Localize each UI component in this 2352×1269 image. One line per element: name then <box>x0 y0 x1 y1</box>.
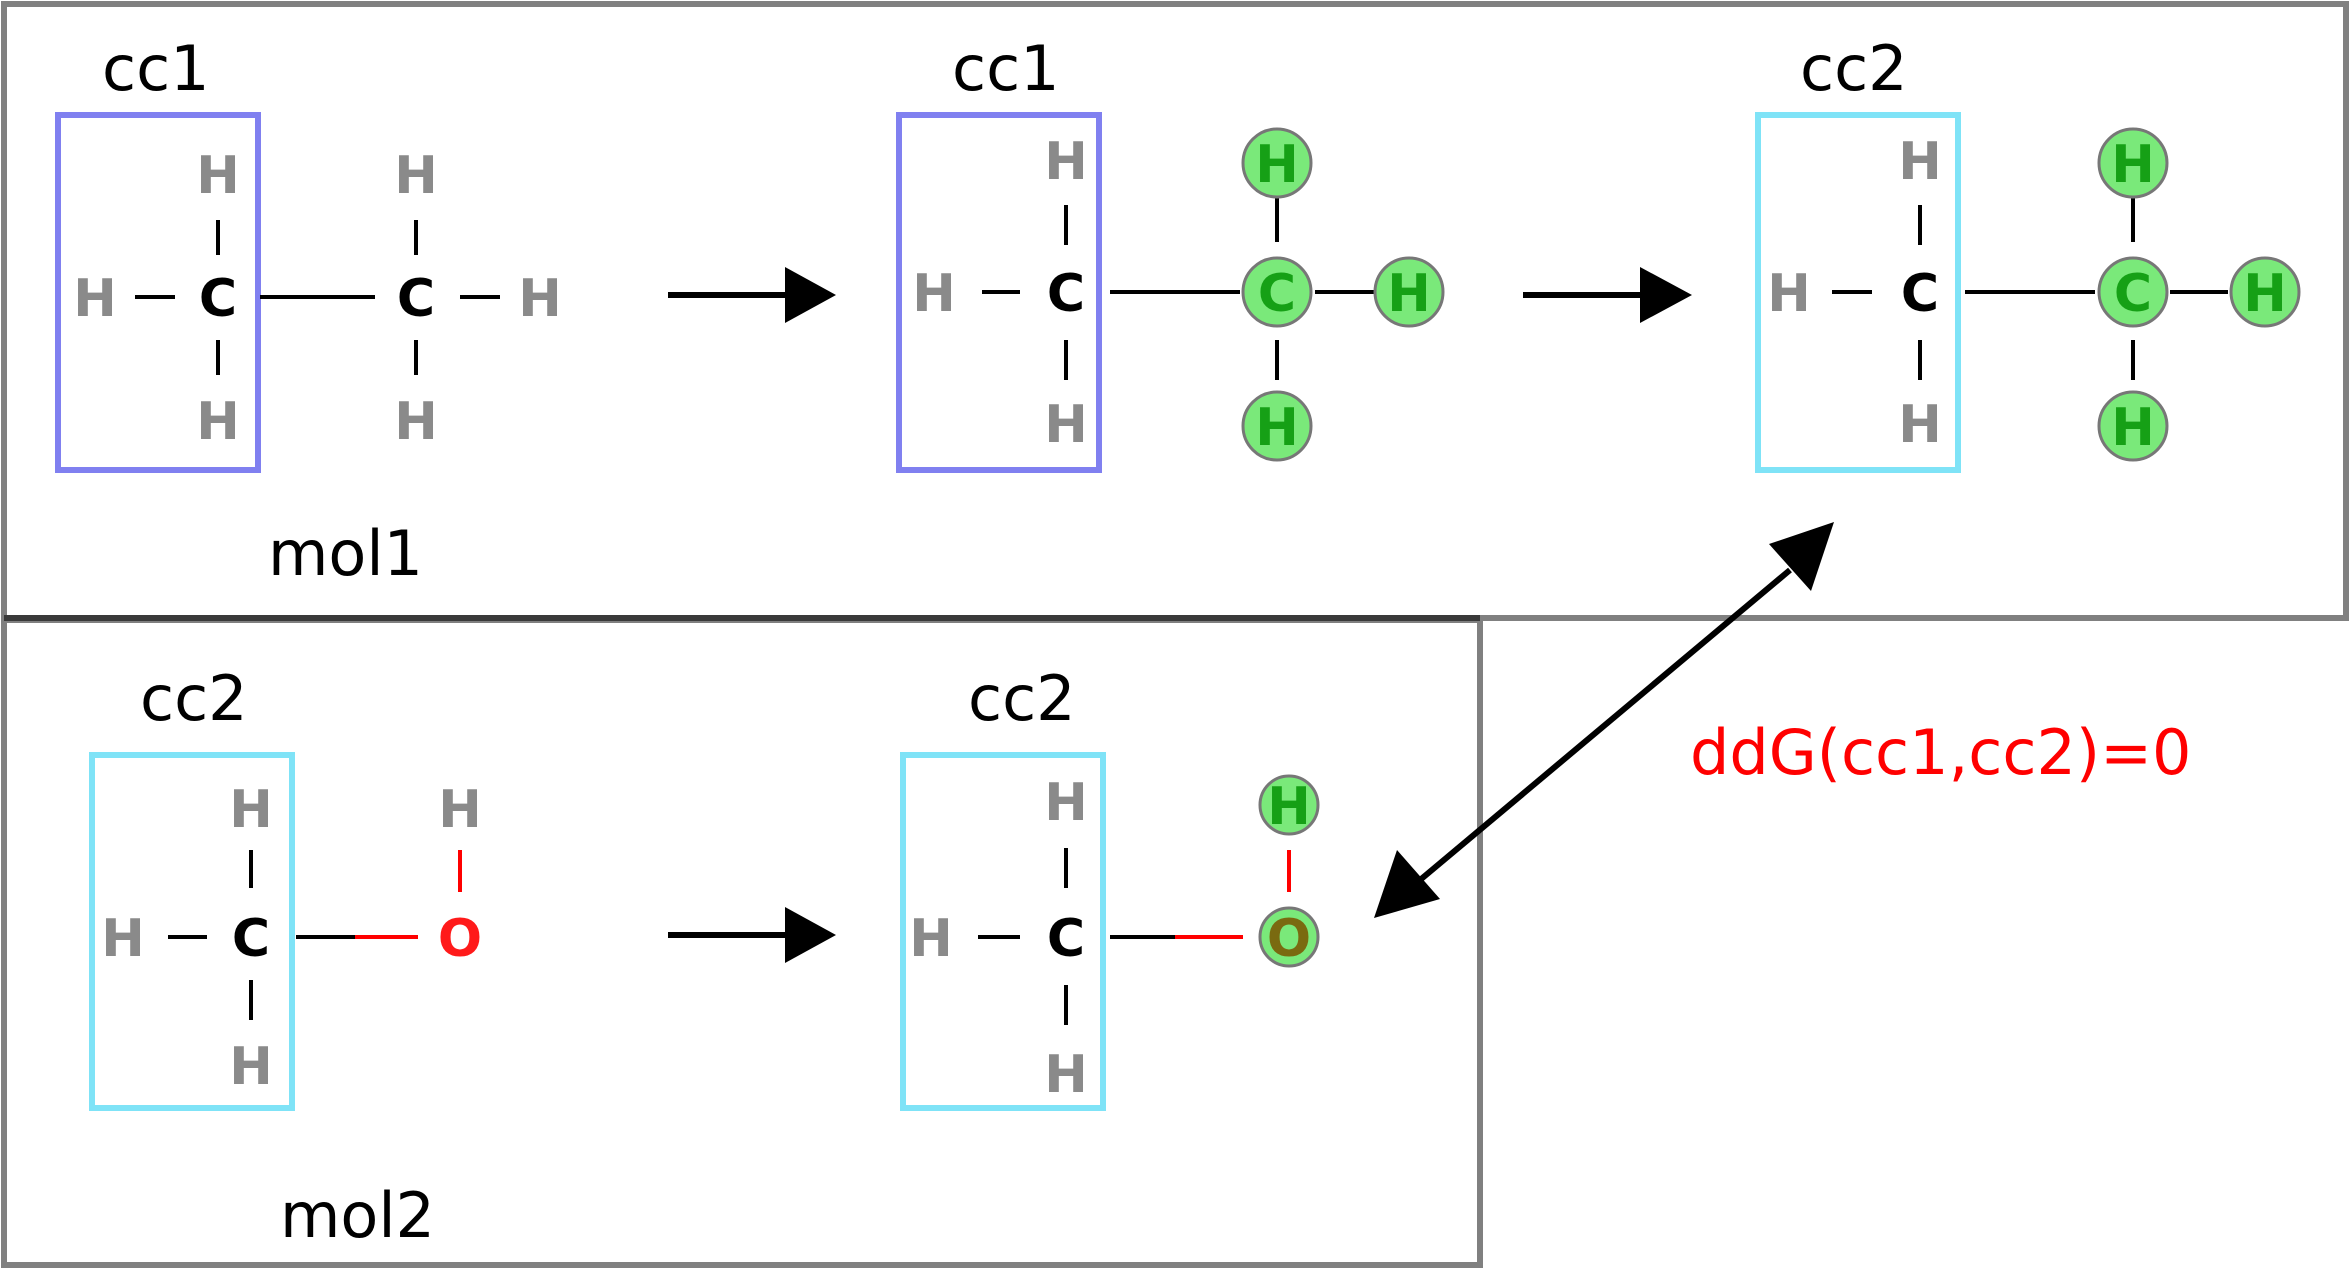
atom-c: C <box>1901 264 1939 324</box>
cc2-box <box>89 752 295 1111</box>
atom-c: C <box>1047 264 1085 324</box>
atom-h: H <box>229 1037 273 1097</box>
arrow-head <box>785 907 836 963</box>
ddg-double-arrow <box>1418 567 1792 883</box>
highlight-marker <box>2097 256 2169 328</box>
highlight-marker <box>1258 906 1320 968</box>
atom-c-highlighted: C <box>1258 264 1296 324</box>
atom-h-highlighted: H <box>1255 398 1299 458</box>
highlight-marker <box>2097 127 2169 199</box>
atom-c: C <box>199 269 237 329</box>
atom-h: H <box>1898 132 1942 192</box>
atom-h: H <box>518 269 562 329</box>
atom-h: H <box>196 146 240 206</box>
atom-h-highlighted: H <box>1387 264 1431 324</box>
mol2-label: mol2 <box>280 1179 435 1252</box>
atom-h: H <box>912 264 956 324</box>
atom-h: H <box>909 909 953 969</box>
cc1-label: cc1 <box>102 32 210 105</box>
atom-h: H <box>101 909 145 969</box>
atom-h-highlighted: H <box>1255 135 1299 195</box>
mol1-label: mol1 <box>268 517 423 590</box>
mol1-ethane-mid: cc1 H H H C H C H H <box>896 32 1445 473</box>
atom-o: O <box>438 909 482 969</box>
highlight-marker <box>2229 256 2301 328</box>
atom-h: H <box>438 780 482 840</box>
highlight-marker <box>1258 774 1320 836</box>
ddg-annotation: ddG(cc1,cc2)=0 <box>1690 716 2191 789</box>
atom-h: H <box>1044 132 1088 192</box>
cc2-box <box>900 752 1106 1111</box>
cc2-label: cc2 <box>1800 32 1908 105</box>
cc1-box <box>896 112 1102 473</box>
atom-h: H <box>229 780 273 840</box>
atom-c-highlighted: C <box>2114 264 2152 324</box>
atom-c: C <box>232 909 270 969</box>
highlight-marker <box>1241 256 1313 328</box>
mol1-ethane-start: cc1 H H H C H H C H <box>55 32 562 473</box>
cc1-label: cc1 <box>952 32 1060 105</box>
cc2-box <box>1755 112 1961 473</box>
atom-o-highlighted: O <box>1267 909 1311 969</box>
atom-h: H <box>1044 395 1088 455</box>
arrow-head <box>1769 522 1834 591</box>
atom-c: C <box>1047 909 1085 969</box>
atom-h: H <box>394 146 438 206</box>
highlight-marker <box>1373 256 1445 328</box>
atom-h-highlighted: H <box>1267 777 1311 837</box>
cc2-label: cc2 <box>968 662 1076 735</box>
atom-h-highlighted: H <box>2111 398 2155 458</box>
atom-c: C <box>397 269 435 329</box>
cc1-box <box>55 112 261 473</box>
atom-h: H <box>1044 773 1088 833</box>
highlight-marker <box>1241 127 1313 199</box>
highlight-marker <box>1241 390 1313 462</box>
atom-h: H <box>394 392 438 452</box>
mol2-methanol-end: cc2 H H H C H O <box>900 662 1320 1111</box>
cc2-label: cc2 <box>140 662 248 735</box>
atom-h: H <box>196 392 240 452</box>
atom-h: H <box>73 269 117 329</box>
arrow-head <box>785 267 836 323</box>
atom-h-highlighted: H <box>2243 264 2287 324</box>
atom-h: H <box>1044 1045 1088 1105</box>
atom-h-highlighted: H <box>2111 135 2155 195</box>
highlight-marker <box>2097 390 2169 462</box>
atom-h: H <box>1767 264 1811 324</box>
mol1-ethane-end: cc2 H H H C H C H H <box>1755 32 2301 473</box>
arrow-head <box>1640 267 1692 323</box>
atom-h: H <box>1898 395 1942 455</box>
arrow-head <box>1374 850 1440 918</box>
mol2-methanol-start: cc2 H H H C H O <box>89 662 482 1111</box>
